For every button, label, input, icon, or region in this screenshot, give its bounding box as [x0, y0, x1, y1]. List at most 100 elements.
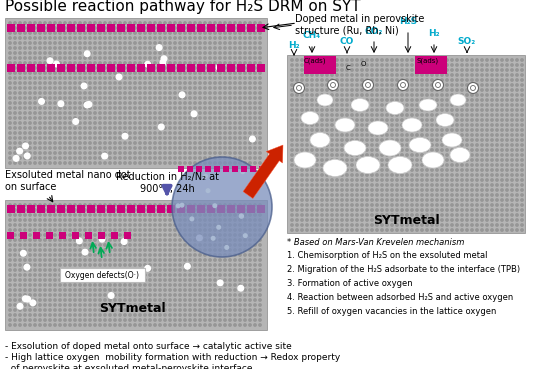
- Circle shape: [224, 57, 226, 59]
- Circle shape: [84, 102, 86, 104]
- Circle shape: [331, 139, 333, 141]
- Circle shape: [169, 42, 171, 44]
- Circle shape: [54, 97, 56, 99]
- Circle shape: [69, 309, 71, 311]
- Circle shape: [169, 72, 171, 74]
- Circle shape: [421, 69, 423, 71]
- Circle shape: [89, 279, 91, 281]
- Circle shape: [341, 194, 343, 196]
- Circle shape: [511, 229, 513, 231]
- Circle shape: [224, 269, 226, 271]
- Circle shape: [14, 294, 16, 296]
- Circle shape: [471, 144, 473, 146]
- Circle shape: [44, 142, 46, 144]
- Circle shape: [326, 159, 328, 161]
- Circle shape: [259, 294, 261, 296]
- Circle shape: [501, 159, 503, 161]
- Circle shape: [371, 94, 373, 96]
- Circle shape: [486, 74, 488, 76]
- Circle shape: [259, 87, 261, 89]
- Circle shape: [174, 319, 176, 321]
- Circle shape: [54, 204, 56, 206]
- Circle shape: [446, 229, 448, 231]
- Circle shape: [249, 319, 251, 321]
- Circle shape: [149, 67, 151, 69]
- Circle shape: [209, 107, 211, 109]
- Circle shape: [34, 229, 36, 231]
- Circle shape: [104, 234, 106, 236]
- Circle shape: [64, 204, 66, 206]
- Circle shape: [144, 47, 146, 49]
- Circle shape: [406, 229, 408, 231]
- Circle shape: [486, 214, 488, 216]
- Circle shape: [174, 47, 176, 49]
- Circle shape: [436, 149, 438, 151]
- Circle shape: [174, 72, 176, 74]
- Bar: [157, 205, 165, 213]
- Circle shape: [209, 264, 211, 266]
- Circle shape: [9, 42, 11, 44]
- Circle shape: [411, 109, 413, 111]
- Circle shape: [144, 204, 146, 206]
- Circle shape: [149, 137, 151, 139]
- Circle shape: [134, 27, 136, 29]
- Bar: [57, 205, 65, 213]
- Circle shape: [184, 224, 186, 226]
- Circle shape: [19, 72, 21, 74]
- Circle shape: [214, 324, 216, 326]
- Circle shape: [179, 269, 181, 271]
- Circle shape: [441, 174, 443, 176]
- Circle shape: [159, 324, 161, 326]
- Circle shape: [139, 254, 141, 256]
- Circle shape: [391, 209, 393, 211]
- Circle shape: [29, 259, 31, 261]
- Circle shape: [291, 94, 293, 96]
- Circle shape: [19, 132, 21, 134]
- Circle shape: [184, 47, 186, 49]
- Circle shape: [311, 104, 313, 106]
- Circle shape: [134, 107, 136, 109]
- Circle shape: [99, 249, 101, 251]
- Circle shape: [174, 102, 176, 104]
- Circle shape: [416, 224, 418, 226]
- Circle shape: [24, 142, 26, 144]
- Text: * Based on Mars-Van Krevelen mechanism: * Based on Mars-Van Krevelen mechanism: [287, 238, 464, 247]
- Circle shape: [154, 314, 156, 316]
- Circle shape: [291, 219, 293, 221]
- Circle shape: [341, 149, 343, 151]
- Circle shape: [104, 122, 106, 124]
- Circle shape: [24, 152, 26, 154]
- Circle shape: [154, 239, 156, 241]
- Circle shape: [446, 189, 448, 191]
- Circle shape: [129, 137, 131, 139]
- Circle shape: [476, 59, 478, 61]
- Circle shape: [311, 224, 313, 226]
- Circle shape: [376, 84, 378, 86]
- Circle shape: [124, 32, 126, 34]
- Circle shape: [9, 87, 11, 89]
- Circle shape: [219, 324, 221, 326]
- Circle shape: [316, 89, 318, 91]
- Circle shape: [441, 79, 443, 81]
- Circle shape: [94, 32, 96, 34]
- Circle shape: [59, 259, 61, 261]
- Circle shape: [59, 219, 61, 221]
- Circle shape: [436, 104, 438, 106]
- Circle shape: [436, 124, 438, 126]
- Circle shape: [44, 229, 46, 231]
- Circle shape: [249, 304, 251, 306]
- Circle shape: [124, 224, 126, 226]
- Circle shape: [194, 284, 196, 286]
- Circle shape: [296, 144, 298, 146]
- Circle shape: [134, 122, 136, 124]
- Circle shape: [179, 112, 181, 114]
- Circle shape: [441, 84, 443, 86]
- Circle shape: [356, 134, 358, 136]
- Circle shape: [391, 184, 393, 186]
- Circle shape: [396, 89, 398, 91]
- Circle shape: [164, 319, 166, 321]
- Circle shape: [224, 62, 226, 64]
- Circle shape: [356, 224, 358, 226]
- Circle shape: [84, 209, 86, 211]
- Circle shape: [24, 269, 26, 271]
